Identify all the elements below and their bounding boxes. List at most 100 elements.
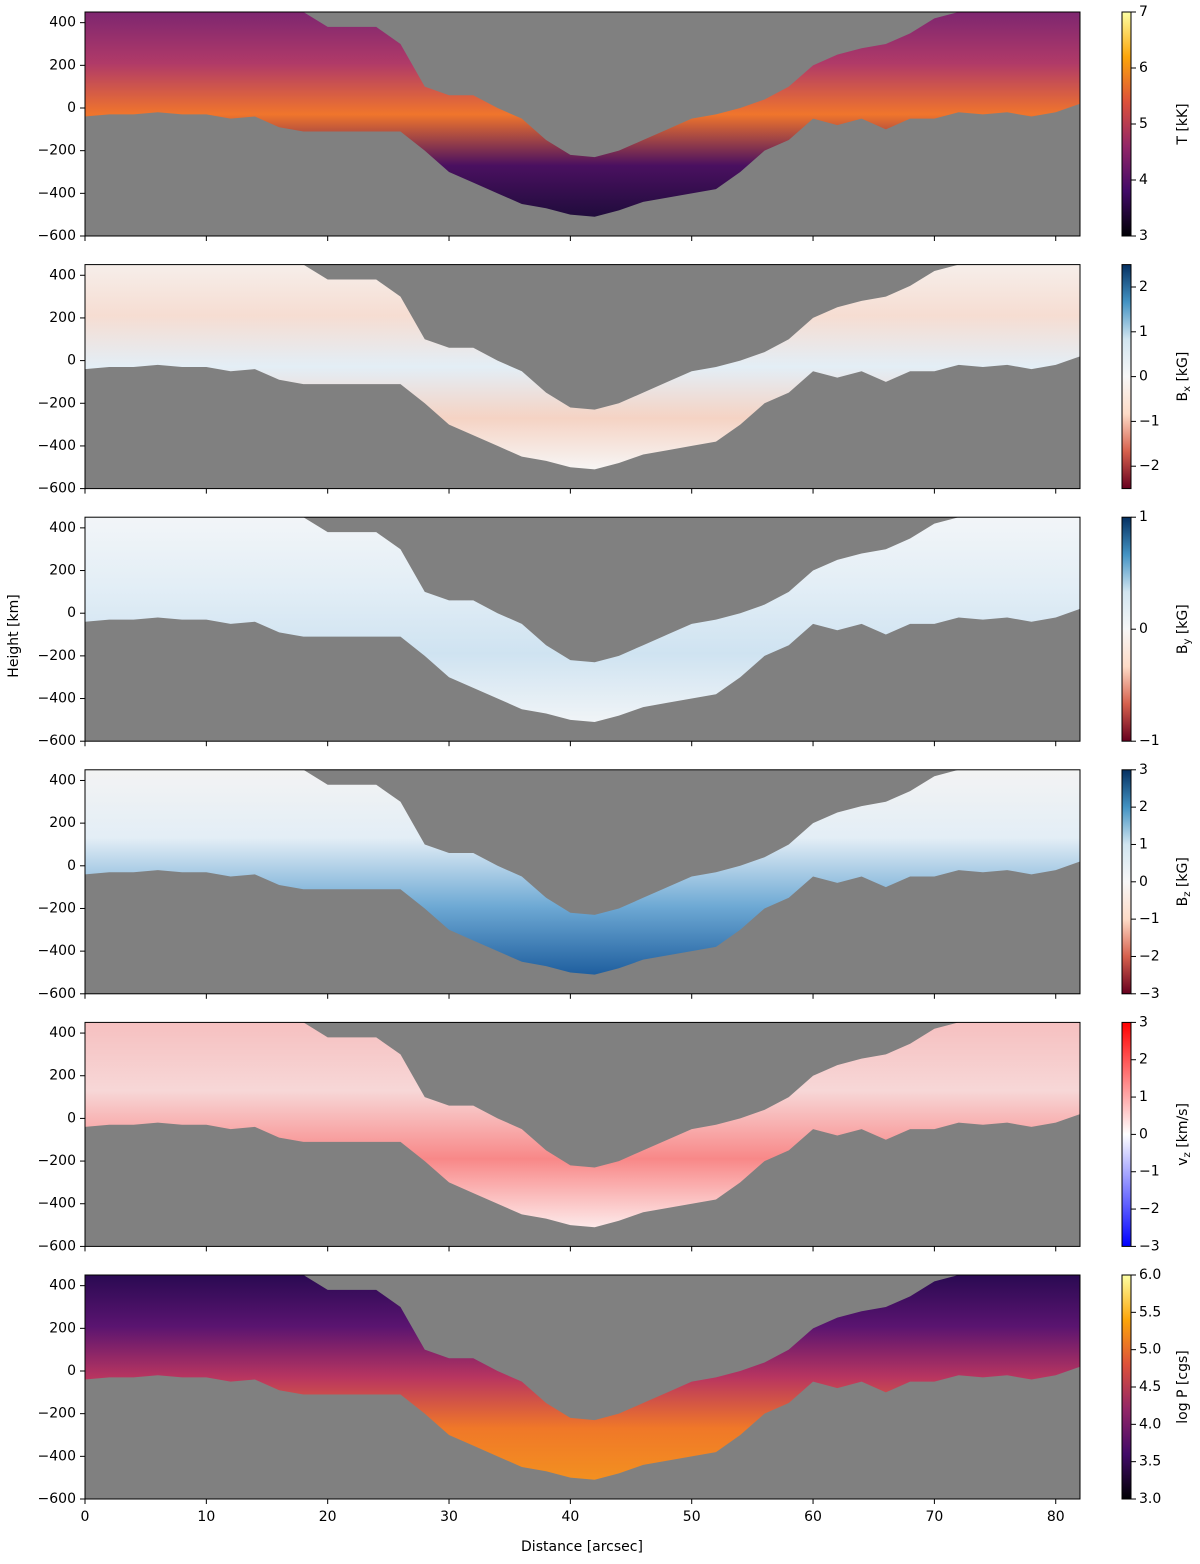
colorbar <box>1121 264 1132 490</box>
y-tick-label: −200 <box>38 900 76 916</box>
colorbar-label-unit: [kG] <box>1175 857 1191 891</box>
colorbar-label-base: B <box>1175 645 1191 655</box>
y-axis-label: Height [km] <box>6 594 22 677</box>
colorbar-tick-label: −1 <box>1139 911 1160 927</box>
colorbar-tick-label: 5.0 <box>1139 1342 1161 1358</box>
colorbar-tick-label: 3.5 <box>1139 1454 1161 1470</box>
x-tick-label: 70 <box>925 1509 943 1525</box>
y-tick-label: −400 <box>38 1448 76 1464</box>
y-tick-label: 400 <box>49 772 76 788</box>
y-tick-label: 0 <box>67 858 76 874</box>
plot-frame <box>84 516 1081 742</box>
colorbar-tick-label: 3 <box>1139 1014 1148 1030</box>
plot-frame <box>84 769 1081 995</box>
x-tick-label: 20 <box>319 1509 337 1525</box>
colorbar-tick-label: −1 <box>1139 733 1160 749</box>
y-tick-label: −600 <box>38 1238 76 1254</box>
colorbar-tick-label: 4.0 <box>1139 1416 1161 1432</box>
colorbar-tick-label: 6 <box>1139 60 1148 76</box>
y-tick-label: 200 <box>49 815 76 831</box>
heatmap-field <box>85 769 1080 975</box>
colorbar <box>1121 516 1132 742</box>
colorbar-label-sub: z <box>1182 1152 1193 1157</box>
plot-frame <box>84 1021 1081 1247</box>
colorbar-tick-label: 0 <box>1139 874 1148 890</box>
colorbar-label: By [kG] <box>1175 604 1193 654</box>
plot-frame <box>84 11 1081 237</box>
colorbar-tick-label: −2 <box>1139 1201 1160 1217</box>
heatmap-field <box>85 1022 1080 1228</box>
y-tick-label: −600 <box>38 1491 76 1507</box>
y-tick-label: 0 <box>67 353 76 369</box>
y-tick-label: 200 <box>49 1320 76 1336</box>
colorbar-tick-label: 7 <box>1139 4 1148 20</box>
colorbar-tick-label: −3 <box>1139 1238 1160 1254</box>
colorbar <box>1121 1274 1132 1500</box>
colorbar-tick-label: 5.5 <box>1139 1304 1161 1320</box>
colorbar-tick-label: 1 <box>1139 509 1148 525</box>
y-tick-label: 400 <box>49 520 76 536</box>
colorbar-label-sub: y <box>1182 639 1193 645</box>
colorbar-tick-label: 5 <box>1139 116 1148 132</box>
heatmap-field <box>85 1275 1080 1480</box>
colorbar-label-base: v <box>1175 1157 1191 1165</box>
x-tick-label: 10 <box>197 1509 215 1525</box>
y-tick-label: 0 <box>67 1363 76 1379</box>
y-tick-label: 400 <box>49 15 76 31</box>
y-tick-label: 400 <box>49 1025 76 1041</box>
colorbar-label: log P [cgs] <box>1175 1350 1191 1424</box>
colorbar-label: Bx [kG] <box>1175 352 1193 402</box>
plot-frame <box>84 1274 1081 1500</box>
y-tick-label: −200 <box>38 395 76 411</box>
y-tick-label: −600 <box>38 733 76 749</box>
x-axis-label: Distance [arcsec] <box>521 1539 643 1555</box>
colorbar-tick-label: 2 <box>1139 279 1148 295</box>
colorbar <box>1121 769 1132 995</box>
colorbar-label: Bz [kG] <box>1175 857 1193 906</box>
y-tick-label: 200 <box>49 310 76 326</box>
x-tick-label: 50 <box>683 1509 701 1525</box>
y-tick-label: −200 <box>38 1406 76 1422</box>
y-tick-label: −600 <box>38 481 76 497</box>
colorbar-tick-label: 4 <box>1139 172 1148 188</box>
colorbar-tick-label: 0 <box>1139 1126 1148 1142</box>
colorbar-label: T [kK] <box>1175 103 1191 145</box>
colorbar-tick-label: −1 <box>1139 1164 1160 1180</box>
colorbar-label-sub: x <box>1182 386 1193 392</box>
colorbar <box>1121 11 1132 237</box>
colorbar-tick-label: 2 <box>1139 1052 1148 1068</box>
y-tick-label: −400 <box>38 185 76 201</box>
colorbar-tick-label: −2 <box>1139 458 1160 474</box>
colorbar-tick-label: 3 <box>1139 762 1148 778</box>
colorbar-tick-label: 3 <box>1139 228 1148 244</box>
colorbar-tick-label: 4.5 <box>1139 1379 1161 1395</box>
colorbar-label-unit: [kG] <box>1175 604 1191 638</box>
x-tick-label: 30 <box>440 1509 458 1525</box>
x-tick-label: 80 <box>1047 1509 1065 1525</box>
heatmap-field <box>85 517 1080 722</box>
y-tick-label: −200 <box>38 648 76 664</box>
colorbar-tick-label: 1 <box>1139 1089 1148 1105</box>
y-tick-label: −200 <box>38 1153 76 1169</box>
colorbar-label-base: B <box>1175 392 1191 402</box>
y-tick-label: 0 <box>67 100 76 116</box>
colorbar-tick-label: −3 <box>1139 986 1160 1002</box>
colorbar-tick-label: 2 <box>1139 799 1148 815</box>
x-tick-label: 60 <box>804 1509 822 1525</box>
colorbar-tick-label: 1 <box>1139 324 1148 340</box>
colorbar-tick-label: 0 <box>1139 621 1148 637</box>
y-tick-label: 0 <box>67 1110 76 1126</box>
y-tick-label: −600 <box>38 228 76 244</box>
y-tick-label: −400 <box>38 1196 76 1212</box>
y-tick-label: 200 <box>49 563 76 579</box>
colorbar-tick-label: 3.0 <box>1139 1491 1161 1507</box>
x-tick-label: 0 <box>81 1509 90 1525</box>
colorbar-label-unit: [kG] <box>1175 352 1191 386</box>
y-tick-label: −400 <box>38 438 76 454</box>
y-tick-label: 400 <box>49 267 76 283</box>
colorbar-tick-label: 1 <box>1139 836 1148 852</box>
y-tick-label: −200 <box>38 143 76 159</box>
colorbar-label-base: B <box>1175 897 1191 907</box>
heatmap-field <box>85 12 1080 217</box>
